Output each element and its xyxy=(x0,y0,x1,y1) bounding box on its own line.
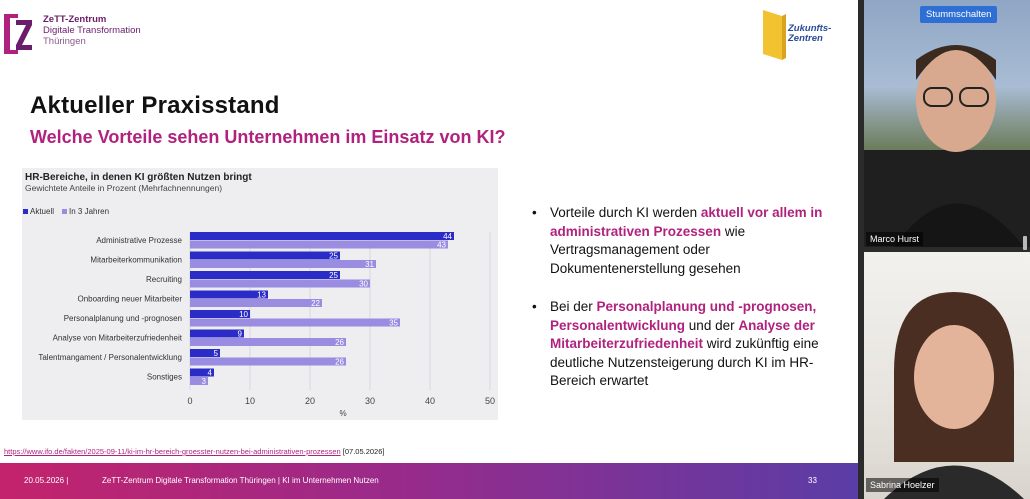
category-label: Personalplanung und -prognosen xyxy=(64,314,182,323)
partner-logo-text: Zukunfts- Zentren xyxy=(788,23,832,44)
chart-title: HR-Bereiche, in denen KI größten Nutzen … xyxy=(25,172,252,183)
chart-subtitle: Gewichtete Anteile in Prozent (Mehrfachn… xyxy=(25,183,223,193)
data-label: 5 xyxy=(214,349,219,358)
x-tick-label: 30 xyxy=(365,396,375,406)
bar xyxy=(190,329,244,338)
bar xyxy=(190,349,220,357)
data-label: 31 xyxy=(365,260,374,269)
bar xyxy=(190,299,322,307)
x-tick-label: 10 xyxy=(245,396,255,406)
data-label: 44 xyxy=(443,232,452,241)
category-label: Onboarding neuer Mitarbeiter xyxy=(77,295,182,304)
bar xyxy=(190,318,400,327)
x-axis-label: % xyxy=(339,409,346,418)
slide-subtitle: Welche Vorteile sehen Unternehmen im Ein… xyxy=(30,127,506,147)
category-label: Analyse von Mitarbeiterzufriedenheit xyxy=(53,334,183,343)
page-number: 33 xyxy=(808,476,817,485)
video-tile-participant-1[interactable]: Marco Hurst xyxy=(864,0,1030,247)
source-link[interactable]: https://www.ifo.de/fakten/2025-09-11/ki-… xyxy=(4,447,341,456)
brand-name: ZeTT-Zentrum Digitale Transformation Thü… xyxy=(43,14,141,47)
data-label: 26 xyxy=(335,358,344,367)
participant-name: Marco Hurst xyxy=(866,232,924,246)
participant-video-icon xyxy=(864,45,1030,247)
footer-date: 20.05.2026 | xyxy=(24,476,69,485)
bar xyxy=(190,260,376,268)
category-label: Mitarbeiterkommunikation xyxy=(90,256,182,265)
data-label: 13 xyxy=(257,291,266,300)
data-label: 3 xyxy=(202,377,207,386)
x-tick-label: 40 xyxy=(425,396,435,406)
bar xyxy=(190,251,340,260)
mute-button[interactable]: Stummschalten xyxy=(920,6,998,23)
zukunftszentren-logo-icon xyxy=(763,10,786,60)
data-label: 25 xyxy=(329,252,338,261)
brand-line-2: Digitale Transformation xyxy=(43,25,141,36)
data-label: 43 xyxy=(437,241,446,250)
brand-line-3: Thüringen xyxy=(43,36,86,47)
bar xyxy=(190,279,370,288)
category-label: Recruiting xyxy=(146,275,182,284)
bar xyxy=(190,310,250,318)
video-tile-participant-2[interactable]: Sabrina Hoelzer xyxy=(864,252,1030,499)
legend-item-current: Aktuell xyxy=(23,207,54,216)
data-label: 25 xyxy=(329,271,338,280)
slide-title: Aktueller Praxisstand xyxy=(30,92,280,119)
legend-item-future: In 3 Jahren xyxy=(62,207,109,216)
source-citation: https://www.ifo.de/fakten/2025-09-11/ki-… xyxy=(4,447,385,456)
participant-video-icon xyxy=(884,292,1024,499)
source-date: [07.05.2026] xyxy=(342,447,385,456)
x-tick-label: 50 xyxy=(485,396,495,406)
bullet-item: • Vorteile durch KI werden aktuell vor a… xyxy=(532,205,823,276)
bar xyxy=(190,290,268,299)
bar xyxy=(190,338,346,346)
chart-legend: Aktuell In 3 Jahren xyxy=(23,207,109,216)
data-label: 35 xyxy=(389,319,398,328)
x-tick-label: 20 xyxy=(305,396,315,406)
presentation-slide: ZeTT-Zentrum Digitale Transformation Thü… xyxy=(0,0,858,499)
bar xyxy=(190,240,448,249)
footer-text: ZeTT-Zentrum Digitale Transformation Thü… xyxy=(102,476,379,485)
bar xyxy=(190,357,346,366)
slide-footer: 20.05.2026 | ZeTT-Zentrum Digitale Trans… xyxy=(0,463,858,499)
zett-logo-icon xyxy=(4,14,32,54)
data-label: 30 xyxy=(359,280,368,289)
bar xyxy=(190,232,454,240)
category-label: Talentmangament / Personalentwicklung xyxy=(38,353,182,362)
x-tick-label: 0 xyxy=(187,396,192,406)
data-label: 9 xyxy=(238,330,243,339)
participant-name: Sabrina Hoelzer xyxy=(866,478,939,492)
bullet-item: • Bei der Personalplanung und -prognosen… xyxy=(532,299,819,388)
data-label: 26 xyxy=(335,338,344,347)
bar xyxy=(190,377,208,385)
brand-line-1: ZeTT-Zentrum xyxy=(43,14,107,25)
bar-chart: 0 10 20 30 40 50%Administrative Prozesse 4443M… xyxy=(38,232,495,418)
handle-icon[interactable] xyxy=(1023,236,1027,250)
data-label: 22 xyxy=(311,299,320,308)
data-label: 10 xyxy=(239,310,248,319)
data-label: 4 xyxy=(208,369,213,378)
bar xyxy=(190,271,340,279)
category-label: Administrative Prozesse xyxy=(96,236,182,245)
bullet-list: • Vorteile durch KI werden aktuell vor a… xyxy=(530,204,830,411)
category-label: Sonstiges xyxy=(147,373,182,382)
bar xyxy=(190,368,214,377)
